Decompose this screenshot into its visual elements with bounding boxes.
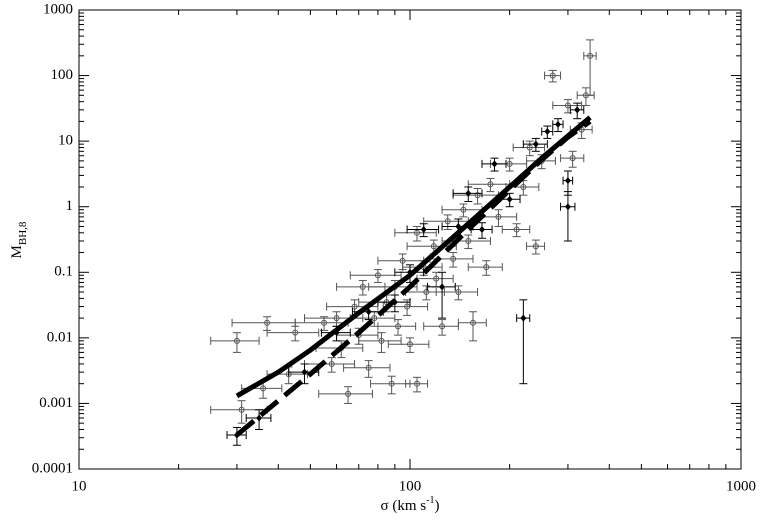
x-label-main: σ (km s bbox=[381, 498, 427, 514]
x-axis-label: σ (km s-1) bbox=[381, 495, 440, 514]
circle-marker bbox=[564, 102, 571, 109]
circle-marker bbox=[321, 319, 328, 326]
circle-marker bbox=[407, 341, 413, 348]
circle-marker bbox=[469, 319, 476, 326]
circle-marker bbox=[455, 289, 462, 296]
fit-line bbox=[235, 119, 592, 437]
circle-marker bbox=[532, 243, 539, 250]
y-tick-label: 1000 bbox=[43, 1, 73, 17]
circle-marker bbox=[359, 283, 366, 290]
circle-marker bbox=[260, 385, 267, 392]
diamond-marker bbox=[365, 308, 372, 316]
circle-marker bbox=[233, 337, 240, 344]
diamond-marker bbox=[301, 368, 308, 376]
x-tick-label: 10 bbox=[72, 478, 87, 494]
diamond-marker bbox=[465, 189, 472, 197]
diamond-marker bbox=[564, 177, 571, 185]
x-label-sup: -1 bbox=[426, 495, 434, 506]
y-label-sub: BH,8 bbox=[17, 221, 29, 245]
circle-marker bbox=[506, 160, 513, 167]
circle-marker bbox=[264, 319, 271, 326]
diamond-marker bbox=[574, 106, 581, 114]
circle-marker bbox=[333, 315, 340, 322]
fit-line bbox=[235, 115, 592, 399]
circle-marker bbox=[374, 272, 381, 279]
circle-marker bbox=[238, 406, 245, 413]
circle-marker bbox=[465, 238, 472, 245]
diamond-marker bbox=[555, 120, 562, 128]
y-tick-label: 0.1 bbox=[54, 264, 73, 280]
circle-marker bbox=[450, 255, 457, 262]
circle-marker bbox=[404, 303, 411, 310]
x-tick-label: 1000 bbox=[726, 478, 756, 494]
circle-marker bbox=[365, 364, 372, 371]
diamond-marker bbox=[506, 195, 513, 203]
circle-marker bbox=[423, 289, 430, 296]
x-tick-label: 100 bbox=[399, 478, 422, 494]
y-tick-label: 100 bbox=[51, 67, 74, 83]
diamond-marker bbox=[532, 140, 539, 148]
diamond-marker bbox=[478, 225, 485, 233]
y-tick-label: 0.0001 bbox=[32, 460, 73, 476]
circle-marker bbox=[292, 329, 299, 336]
diamond-marker bbox=[491, 160, 498, 168]
diamond-marker bbox=[439, 283, 446, 291]
diamond-marker bbox=[544, 128, 551, 136]
y-axis-label: MBH,8 bbox=[9, 221, 28, 258]
circle-marker bbox=[414, 380, 421, 387]
circle-marker bbox=[587, 52, 594, 59]
circle-marker bbox=[439, 323, 446, 330]
y-tick-label: 0.01 bbox=[47, 329, 73, 345]
circle-marker bbox=[430, 243, 437, 250]
circle-marker bbox=[483, 264, 490, 271]
circle-marker bbox=[328, 360, 335, 367]
circle-marker bbox=[569, 155, 576, 162]
circle-marker bbox=[444, 218, 451, 225]
diamond-marker bbox=[256, 414, 263, 422]
y-tick-label: 10 bbox=[58, 133, 73, 149]
circle-marker bbox=[549, 72, 556, 79]
circle-marker bbox=[433, 275, 440, 282]
x-label-end: ) bbox=[434, 498, 439, 514]
diamond-marker bbox=[420, 225, 427, 233]
circle-marker bbox=[414, 229, 421, 236]
circle-marker bbox=[378, 337, 385, 344]
circle-marker bbox=[520, 183, 527, 190]
diamond-marker bbox=[520, 314, 527, 322]
circle-marker bbox=[351, 303, 358, 310]
circle-marker bbox=[487, 181, 494, 188]
circle-marker bbox=[395, 323, 402, 330]
y-tick-label: 1 bbox=[66, 198, 74, 214]
diamond-marker bbox=[564, 203, 571, 211]
y-label-main: M bbox=[9, 245, 25, 258]
circle-marker bbox=[388, 380, 395, 387]
circle-marker bbox=[526, 144, 533, 151]
circle-marker bbox=[371, 315, 378, 322]
circle-marker bbox=[474, 192, 481, 199]
circle-marker bbox=[513, 226, 520, 233]
circle-marker bbox=[345, 390, 352, 397]
plot-frame bbox=[78, 9, 742, 470]
circle-marker bbox=[495, 213, 502, 220]
circle-marker bbox=[460, 206, 467, 213]
y-tick-label: 0.001 bbox=[39, 395, 73, 411]
